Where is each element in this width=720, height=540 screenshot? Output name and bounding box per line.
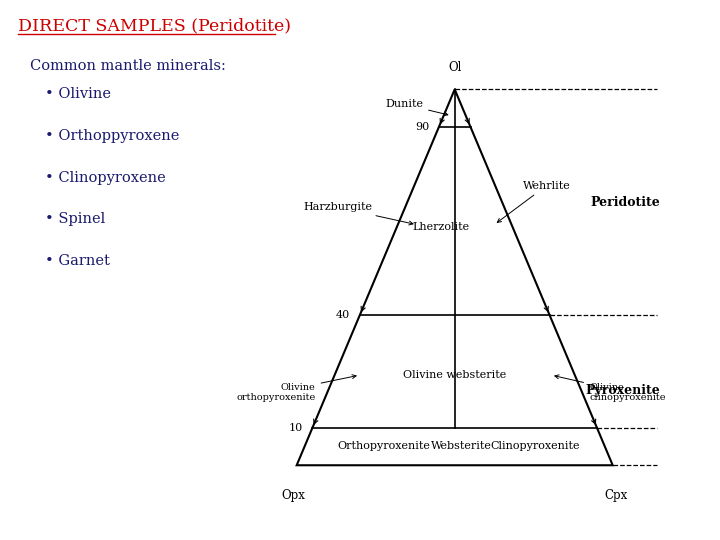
Text: • Clinopyroxene: • Clinopyroxene <box>45 171 166 185</box>
Text: Harzburgite: Harzburgite <box>304 202 413 225</box>
Text: • Olivine: • Olivine <box>45 87 111 102</box>
Text: Pyroxenite: Pyroxenite <box>585 383 660 396</box>
Text: Peridotite: Peridotite <box>590 195 660 208</box>
Text: Wehrlite: Wehrlite <box>498 181 570 222</box>
Text: Cpx: Cpx <box>604 489 628 502</box>
Text: Common mantle minerals:: Common mantle minerals: <box>30 59 226 73</box>
Text: Olivine
clinopyroxenite: Olivine clinopyroxenite <box>555 375 665 402</box>
Text: Websterite: Websterite <box>431 442 492 451</box>
Text: • Spinel: • Spinel <box>45 212 105 226</box>
Text: • Garnet: • Garnet <box>45 254 109 268</box>
Text: Lherzolite: Lherzolite <box>413 221 470 232</box>
Text: Opx: Opx <box>282 489 305 502</box>
Text: 40: 40 <box>336 310 351 320</box>
Text: DIRECT SAMPLES (Peridotite): DIRECT SAMPLES (Peridotite) <box>18 18 291 35</box>
Text: Dunite: Dunite <box>385 99 448 116</box>
Text: 90: 90 <box>415 122 429 132</box>
Text: Clinopyroxenite: Clinopyroxenite <box>490 442 580 451</box>
Text: 10: 10 <box>289 423 303 433</box>
Text: Olivine
orthopyroxenite: Olivine orthopyroxenite <box>236 375 356 402</box>
Text: • Orthoppyroxene: • Orthoppyroxene <box>45 129 179 143</box>
Text: Ol: Ol <box>448 61 462 74</box>
Text: Olivine websterite: Olivine websterite <box>403 370 506 380</box>
Text: Orthopyroxenite: Orthopyroxenite <box>337 442 430 451</box>
